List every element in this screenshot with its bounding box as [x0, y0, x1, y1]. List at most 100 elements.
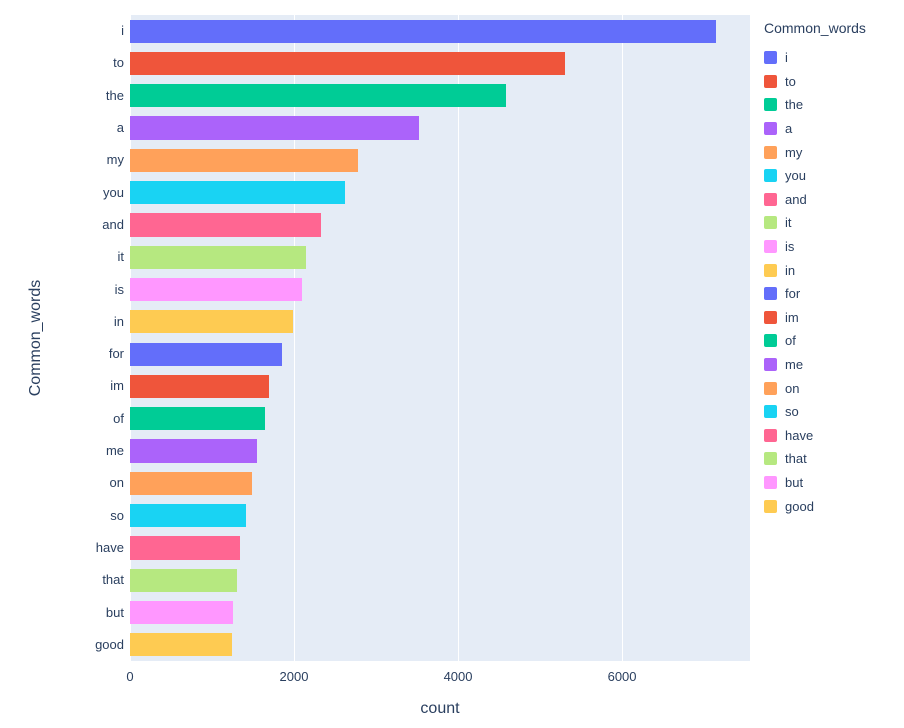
- legend-swatch-but: [764, 475, 777, 489]
- legend-label-good: good: [785, 498, 814, 514]
- y-tick-label-is: is: [114, 281, 124, 297]
- legend-swatch-of: [764, 334, 777, 348]
- bar-have: [130, 536, 240, 560]
- y-tick-label-a: a: [116, 120, 124, 136]
- gridline: [622, 15, 624, 661]
- bar-for: [130, 342, 282, 366]
- y-tick-label-so: so: [110, 507, 124, 523]
- legend-item-in[interactable]: in: [764, 258, 866, 282]
- legend-label-a: a: [785, 121, 793, 137]
- legend-label-in: in: [785, 262, 796, 278]
- legend-label-it: it: [785, 215, 792, 231]
- legend-item-on[interactable]: on: [764, 376, 866, 400]
- y-tick-label-me: me: [105, 443, 124, 459]
- legend-item-so[interactable]: so: [764, 400, 866, 424]
- legend-label-and: and: [785, 191, 807, 207]
- legend-swatch-the: [764, 98, 777, 112]
- bar-good: [130, 633, 232, 657]
- bar-i: [130, 19, 717, 43]
- y-tick-label-the: the: [105, 87, 124, 103]
- legend-item-you[interactable]: you: [764, 164, 866, 188]
- legend-item-to[interactable]: to: [764, 70, 866, 94]
- bar-so: [130, 504, 247, 528]
- bar-me: [130, 439, 258, 463]
- legend-swatch-me: [764, 358, 777, 372]
- legend-swatch-good: [764, 499, 777, 513]
- legend-swatch-on: [764, 381, 777, 395]
- legend-label-the: the: [785, 97, 804, 113]
- bar-it: [130, 245, 307, 269]
- y-tick-label-good: good: [95, 636, 124, 652]
- legend-item-that[interactable]: that: [764, 447, 866, 471]
- gridline: [130, 15, 131, 661]
- legend-swatch-my: [764, 145, 777, 159]
- bar-my: [130, 148, 358, 172]
- bar-and: [130, 213, 322, 237]
- y-tick-label-you: you: [103, 184, 124, 200]
- legend-label-is: is: [785, 239, 795, 255]
- legend-label-of: of: [785, 333, 796, 349]
- legend-item-it[interactable]: it: [764, 211, 866, 235]
- legend-swatch-and: [764, 192, 777, 206]
- y-tick-label-have: have: [95, 539, 124, 555]
- legend-swatch-for: [764, 287, 777, 301]
- x-tick-label-6000: 6000: [607, 669, 637, 684]
- legend-label-but: but: [785, 474, 804, 490]
- legend-item-good[interactable]: good: [764, 494, 866, 518]
- legend-item-a[interactable]: a: [764, 117, 866, 141]
- gridline: [458, 15, 460, 661]
- legend-swatch-so: [764, 405, 777, 419]
- y-tick-label-that: that: [102, 572, 124, 588]
- bar-in: [130, 310, 294, 334]
- legend: Common_words i to the a my you and it is in for im o…: [764, 20, 866, 518]
- x-tick-label-4000: 4000: [443, 669, 473, 684]
- x-tick-label-2000: 2000: [279, 669, 309, 684]
- legend-item-and[interactable]: and: [764, 188, 866, 212]
- legend-item-of[interactable]: of: [764, 329, 866, 353]
- legend-item-me[interactable]: me: [764, 353, 866, 377]
- legend-label-to: to: [785, 73, 796, 89]
- legend-swatch-you: [764, 169, 777, 183]
- legend-swatch-have: [764, 428, 777, 442]
- bar-the: [130, 84, 506, 108]
- y-tick-label-for: for: [108, 346, 124, 362]
- legend-label-have: have: [785, 427, 814, 443]
- bar-you: [130, 181, 345, 205]
- y-tick-label-to: to: [113, 55, 124, 71]
- legend-label-my: my: [785, 144, 803, 160]
- bar-to: [130, 51, 565, 76]
- y-tick-label-my: my: [106, 152, 124, 168]
- legend-item-im[interactable]: im: [764, 306, 866, 330]
- legend-swatch-it: [764, 216, 777, 230]
- legend-label-on: on: [785, 380, 800, 396]
- legend-item-the[interactable]: the: [764, 93, 866, 117]
- gridline: [294, 15, 296, 661]
- legend-item-for[interactable]: for: [764, 282, 866, 306]
- legend-item-but[interactable]: but: [764, 471, 866, 495]
- legend-label-that: that: [785, 451, 807, 467]
- legend-title: Common_words: [764, 20, 866, 36]
- plot-area[interactable]: [130, 15, 750, 661]
- legend-item-have[interactable]: have: [764, 424, 866, 448]
- y-tick-label-of: of: [113, 410, 124, 426]
- legend-label-for: for: [785, 286, 801, 302]
- legend-swatch-that: [764, 452, 777, 466]
- legend-label-me: me: [785, 357, 804, 373]
- x-axis-title: count: [420, 700, 460, 717]
- bar-on: [130, 471, 253, 495]
- y-tick-label-in: in: [113, 313, 124, 329]
- legend-swatch-i: [764, 51, 777, 65]
- legend-item-is[interactable]: is: [764, 235, 866, 259]
- y-tick-label-i: i: [121, 23, 124, 39]
- legend-swatch-a: [764, 122, 777, 136]
- legend-swatch-im: [764, 310, 777, 324]
- x-tick-label-0: 0: [126, 669, 134, 684]
- legend-label-so: so: [785, 404, 799, 420]
- bar-im: [130, 374, 269, 399]
- legend-label-im: im: [785, 309, 799, 325]
- legend-item-i[interactable]: i: [764, 46, 866, 70]
- y-tick-label-it: it: [117, 249, 125, 265]
- legend-item-my[interactable]: my: [764, 140, 866, 164]
